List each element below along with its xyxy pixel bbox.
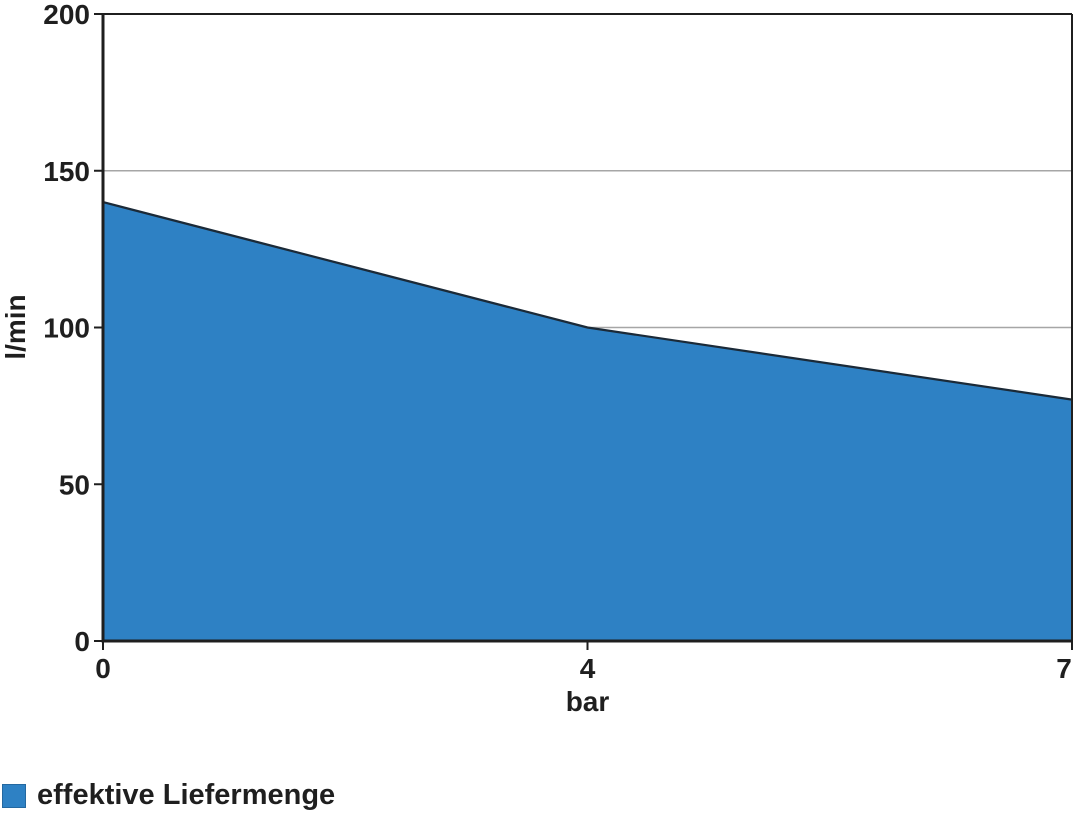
x-axis-title: bar xyxy=(565,686,610,717)
y-tick-label: 150 xyxy=(43,156,90,187)
y-tick-label: 50 xyxy=(59,469,90,500)
x-tick-label: 7 xyxy=(1056,653,1072,684)
y-tick-label: 0 xyxy=(74,626,90,657)
area-chart: 0 50 100 150 200 0 4 7 xyxy=(43,0,1073,684)
x-tick-label: 4 xyxy=(580,653,596,684)
x-tick-label: 0 xyxy=(95,653,111,684)
y-tick-label: 200 xyxy=(43,0,90,30)
legend-swatch-effektive-liefermenge xyxy=(2,783,26,808)
y-axis-title: l/min xyxy=(0,294,31,360)
legend: effektive Liefermenge xyxy=(2,779,335,812)
legend-label: effektive Liefermenge xyxy=(37,779,336,811)
y-tick-label: 100 xyxy=(43,313,90,344)
area-series xyxy=(103,202,1072,641)
series-line xyxy=(102,201,1073,401)
